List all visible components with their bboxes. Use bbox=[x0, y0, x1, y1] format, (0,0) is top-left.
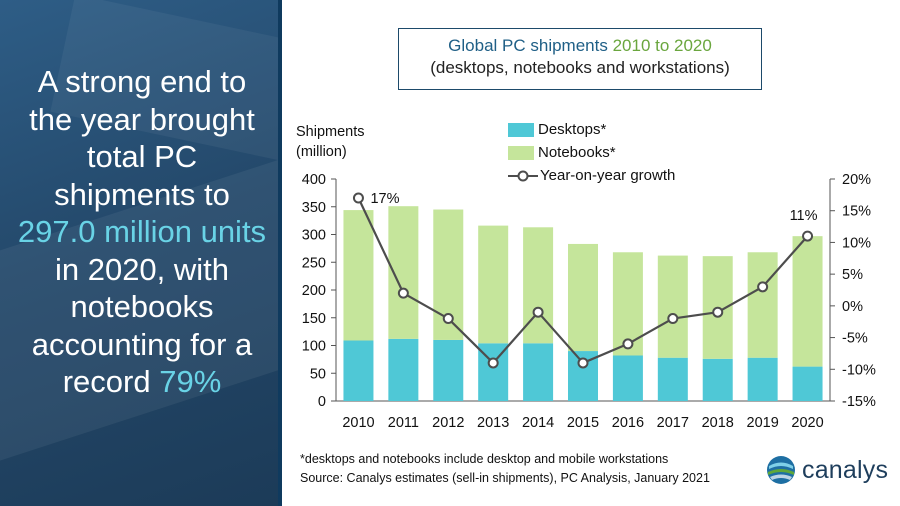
growth-point bbox=[532, 306, 544, 318]
bar-desktops bbox=[343, 340, 374, 401]
panel-divider bbox=[278, 0, 282, 506]
x-tick-label: 2016 bbox=[612, 415, 644, 431]
canalys-logo: canalys bbox=[766, 455, 888, 485]
y-axis-label: Shipments (million) bbox=[296, 122, 365, 162]
headline-mid: in 2020, with notebooks accounting for a… bbox=[31, 251, 253, 400]
bar-notebooks bbox=[478, 225, 509, 344]
growth-point bbox=[667, 313, 679, 325]
legend-label-desktops: Desktops* bbox=[538, 121, 607, 138]
bar-notebooks bbox=[568, 243, 598, 352]
legend-item-notebooks: Notebooks* bbox=[508, 141, 675, 164]
bar-notebooks bbox=[523, 227, 554, 344]
footnote-line-1: *desktops and notebooks include desktop … bbox=[300, 452, 669, 466]
growth-point bbox=[487, 357, 499, 369]
y-tick-label: 0 bbox=[318, 394, 326, 410]
data-label-growth: 17% bbox=[370, 191, 399, 207]
legend-label-growth: Year-on-year growth bbox=[540, 167, 676, 184]
y2-tick-label: -5% bbox=[842, 331, 868, 347]
bar-desktops bbox=[747, 357, 778, 401]
y-tick-label: 400 bbox=[302, 172, 326, 188]
headline-highlight-units: 297.0 million units bbox=[17, 214, 267, 249]
growth-point bbox=[352, 192, 364, 204]
y2-tick-label: 20% bbox=[842, 172, 871, 188]
bar-desktops bbox=[792, 366, 823, 401]
chart-subtitle: (desktops, notebooks and workstations) bbox=[430, 58, 730, 77]
x-tick-label: 2017 bbox=[657, 415, 689, 431]
x-tick-label: 2012 bbox=[432, 415, 464, 431]
y2-tick-label: 0% bbox=[842, 299, 863, 315]
bar-notebooks bbox=[747, 252, 778, 358]
x-tick-label: 2013 bbox=[477, 415, 509, 431]
bar-notebooks bbox=[343, 210, 374, 341]
growth-point bbox=[802, 230, 814, 242]
y-tick-label: 150 bbox=[302, 311, 326, 327]
growth-point bbox=[622, 338, 634, 350]
left-panel: A strong end to the year brought total P… bbox=[0, 0, 282, 506]
growth-point bbox=[577, 357, 589, 369]
y-tick-label: 50 bbox=[310, 366, 326, 382]
y-tick-label: 100 bbox=[302, 339, 326, 355]
bar-desktops bbox=[702, 358, 733, 401]
x-tick-label: 2020 bbox=[791, 415, 823, 431]
y2-tick-label: 10% bbox=[842, 235, 871, 251]
y2-tick-label: -15% bbox=[842, 394, 876, 410]
bar-desktops bbox=[657, 357, 688, 401]
canalys-globe-icon bbox=[767, 456, 795, 484]
bar-desktops bbox=[523, 343, 554, 401]
growth-point bbox=[712, 306, 724, 318]
y2-tick-label: -10% bbox=[842, 362, 876, 378]
x-tick-label: 2018 bbox=[702, 415, 734, 431]
headline-highlight-percent: 79% bbox=[159, 364, 222, 399]
data-label-growth: 11% bbox=[790, 208, 818, 224]
chart-footnote: *desktops and notebooks include desktop … bbox=[300, 450, 710, 488]
y-axis-label-unit: (million) bbox=[296, 144, 347, 160]
logo-wordmark: canalys bbox=[802, 455, 889, 484]
bar-desktops bbox=[388, 338, 419, 401]
bar-notebooks bbox=[657, 255, 688, 358]
x-tick-label: 2014 bbox=[522, 415, 554, 431]
chart-title-years: 2010 to 2020 bbox=[612, 36, 712, 55]
growth-point bbox=[757, 281, 769, 293]
x-tick-label: 2011 bbox=[388, 415, 419, 431]
x-tick-label: 2015 bbox=[567, 415, 599, 431]
y2-tick-label: 15% bbox=[842, 204, 871, 220]
headline-text: A strong end to the year brought total P… bbox=[16, 63, 268, 401]
bar-notebooks bbox=[792, 236, 823, 367]
headline-pre: A strong end to the year brought total P… bbox=[29, 64, 255, 212]
legend-swatch-desktops bbox=[508, 122, 534, 137]
legend-line-marker-icon bbox=[508, 170, 538, 181]
chart-legend: Desktops* Notebooks* Year-on-year growth bbox=[508, 118, 675, 187]
y-tick-label: 200 bbox=[302, 283, 326, 299]
chart-title-box: Global PC shipments 2010 to 2020 (deskto… bbox=[398, 28, 762, 90]
y-axis-label-text: Shipments bbox=[296, 124, 365, 140]
y-tick-label: 250 bbox=[302, 255, 326, 271]
growth-point bbox=[442, 313, 454, 325]
legend-item-growth: Year-on-year growth bbox=[508, 164, 675, 187]
legend-swatch-notebooks bbox=[508, 145, 534, 160]
y-tick-label: 300 bbox=[302, 228, 326, 244]
chart-title-main: Global PC shipments bbox=[448, 36, 608, 55]
legend-label-notebooks: Notebooks* bbox=[538, 144, 616, 161]
footnote-line-2: Source: Canalys estimates (sell-in shipm… bbox=[300, 471, 710, 485]
x-tick-label: 2019 bbox=[747, 415, 779, 431]
bar-desktops bbox=[612, 355, 643, 401]
legend-item-desktops: Desktops* bbox=[508, 118, 675, 141]
y-tick-label: 350 bbox=[302, 200, 326, 216]
x-tick-label: 2010 bbox=[342, 415, 374, 431]
chart-title: Global PC shipments 2010 to 2020 bbox=[399, 36, 761, 56]
growth-point bbox=[397, 287, 409, 299]
y2-tick-label: 5% bbox=[842, 267, 863, 283]
bar-desktops bbox=[433, 339, 464, 401]
